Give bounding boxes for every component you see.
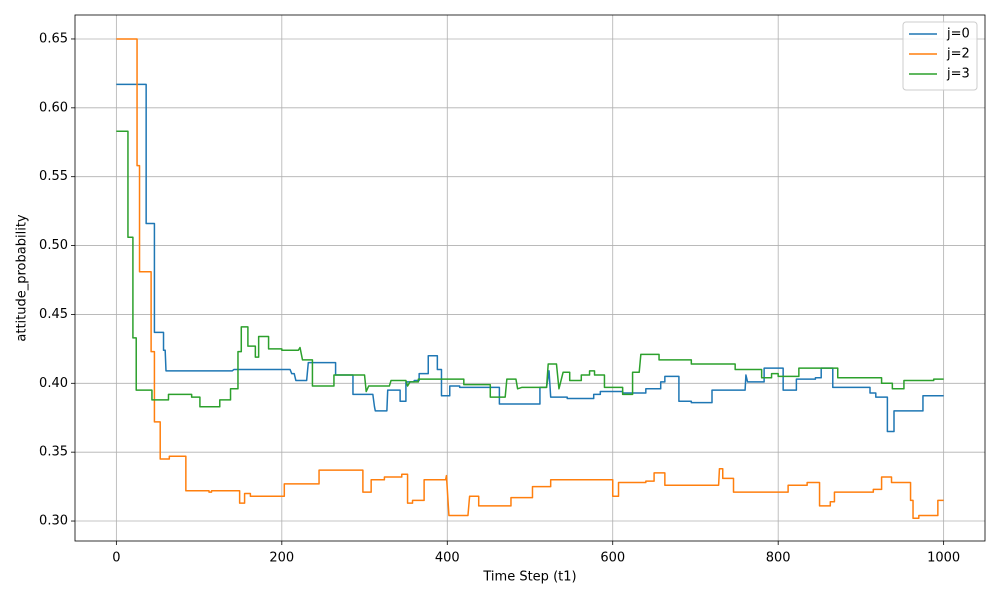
legend-label: j=2 [946, 47, 970, 62]
y-axis-label: attitude_probability [15, 214, 30, 342]
y-tick-label: 0.55 [39, 169, 68, 184]
legend-label: j=3 [946, 67, 970, 82]
y-tick-label: 0.65 [39, 31, 68, 46]
y-tick-label: 0.50 [39, 238, 68, 253]
y-tick-label: 0.35 [39, 445, 68, 460]
grid-layer [75, 15, 985, 541]
y-tick-label: 0.60 [39, 100, 68, 115]
x-tick-label: 1000 [927, 551, 960, 566]
legend: j=0 j=2 j=3 [902, 21, 978, 91]
x-tick-label: 800 [766, 551, 791, 566]
x-tick-label: 400 [435, 551, 460, 566]
y-tick-label: 0.40 [39, 376, 68, 391]
x-tick-label: 200 [269, 551, 294, 566]
x-tick-label: 0 [112, 551, 120, 566]
y-tick-label: 0.30 [39, 514, 68, 529]
y-tick-label: 0.45 [39, 307, 68, 322]
x-axis-label: Time Step (t1) [482, 570, 576, 585]
series-line [116, 38, 944, 520]
series-line [116, 130, 944, 408]
tick-layer: 0 200 400 600 800 1000 0.30 0.35 0.40 0.45 0.50 0.5… [39, 31, 960, 565]
axes-frame [74, 14, 986, 542]
x-tick-label: 600 [600, 551, 625, 566]
plot-layer [116, 38, 944, 520]
legend-box [902, 21, 978, 91]
legend-label: j=0 [946, 27, 970, 42]
